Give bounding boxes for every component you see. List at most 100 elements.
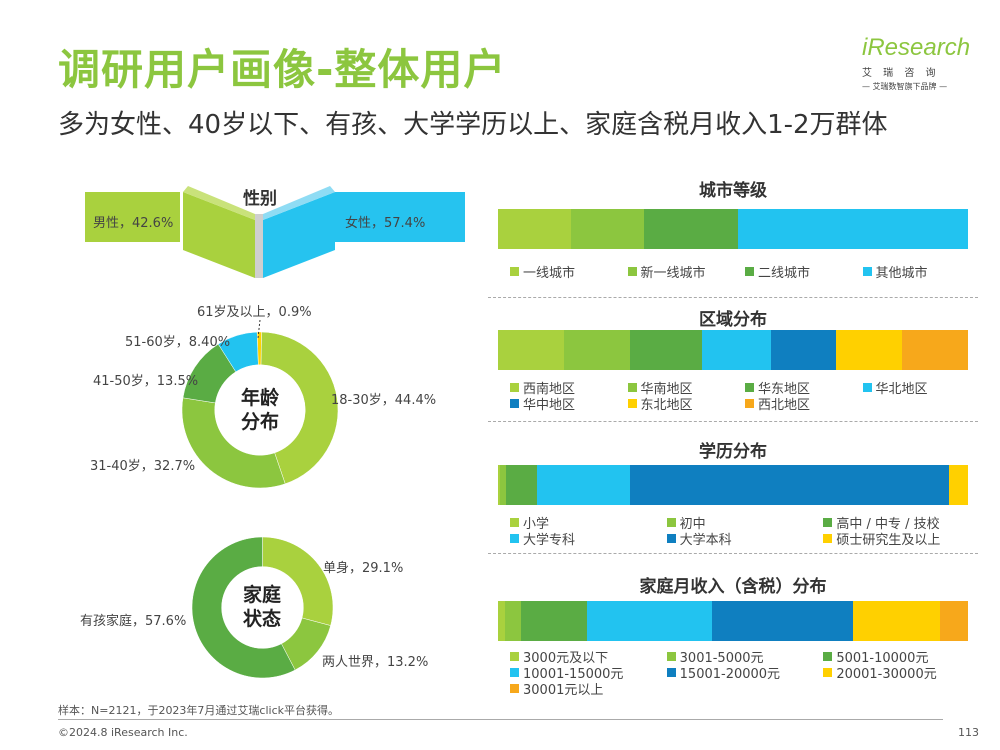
page-number: 113 [958, 726, 979, 739]
edu-legend-swatch [510, 518, 519, 527]
book-right-page [263, 192, 335, 278]
edu-segment-1 [500, 465, 506, 505]
income-legend-swatch [510, 668, 519, 677]
income-legend-label: 10001-15000元 [523, 667, 624, 682]
region-legend-swatch [745, 383, 754, 392]
edu-segment-5 [949, 465, 968, 505]
region-segment-4 [770, 330, 837, 370]
book-left-shadow [183, 186, 255, 220]
city-legend-swatch [862, 267, 872, 276]
edu-legend-item: 初中 [666, 513, 706, 532]
family-center-label: 家庭 状态 [222, 583, 302, 631]
edu-legend-swatch [823, 534, 833, 543]
income-segment-4 [711, 601, 853, 641]
city-legend-item: 新一线城市 [627, 262, 706, 281]
income-segment-5 [852, 601, 940, 641]
region-legend-swatch [510, 399, 519, 408]
edu-segment-2 [505, 465, 538, 505]
region-legend-label: 西南地区 [523, 382, 576, 397]
logo-brand: iResearch [862, 34, 971, 61]
age-slice-0 [260, 331, 339, 485]
gender-male-label: 男性，42.6% [93, 216, 174, 231]
region-legend-item: 西南地区 [510, 378, 575, 397]
city-segment-3 [737, 209, 968, 249]
edu-legend-label: 小学 [523, 517, 550, 532]
city-legend-item: 二线城市 [745, 262, 810, 281]
edu-legend-item: 大学本科 [666, 529, 732, 548]
region-legend-item: 华南地区 [627, 378, 693, 397]
edu-legend-item: 小学 [510, 513, 549, 532]
region-legend-label: 华南地区 [640, 382, 693, 397]
region-legend-label: 东北地区 [640, 398, 693, 413]
edu-legend-label: 初中 [679, 517, 706, 532]
copyright: ©2024.8 iResearch Inc. [58, 726, 188, 739]
book-right-shadow [263, 186, 335, 220]
age-label-18-30: 18-30岁，44.4% [331, 393, 437, 408]
city-legend-swatch [745, 267, 754, 276]
city-legend-label: 二线城市 [758, 266, 811, 281]
edu-segment-0 [498, 465, 501, 505]
region-legend-swatch [510, 383, 519, 392]
divider-1 [488, 297, 978, 298]
gender-female-label: 女性，57.4% [345, 216, 426, 231]
income-bar [498, 601, 968, 641]
income-legend-item: 30001元以上 [510, 679, 603, 698]
city-segment-1 [570, 209, 644, 249]
gender-female-panel [335, 192, 465, 242]
edu-bar [498, 465, 968, 505]
age-center-label: 年龄 分布 [220, 386, 300, 434]
region-segment-2 [629, 330, 703, 370]
edu-legend-swatch [510, 534, 519, 543]
region-legend-swatch [627, 383, 637, 392]
income-segment-2 [521, 601, 588, 641]
city-legend-label: 一线城市 [523, 266, 576, 281]
gender-title: 性别 [243, 189, 277, 209]
region-legend-item: 华东地区 [745, 378, 810, 397]
age-donut-chart [181, 331, 339, 489]
edu-legend-swatch [823, 518, 833, 527]
city-legend-label: 新一线城市 [640, 266, 706, 281]
logo: iResearch 艾 瑞 咨 询 — 艾瑞数智旗下品牌 — [862, 34, 972, 104]
edu-legend-label: 大学本科 [679, 533, 732, 548]
family-center-line1: 家庭 [242, 584, 281, 606]
city-legend-item: 其他城市 [862, 262, 928, 281]
region-legend-label: 华中地区 [523, 398, 576, 413]
income-legend-swatch [823, 652, 833, 661]
city-segment-0 [498, 209, 571, 249]
gender-male-panel [85, 192, 180, 242]
logo-tagline: — 艾瑞数智旗下品牌 — [862, 82, 948, 91]
family-label-couple: 两人世界，13.2% [322, 655, 429, 670]
age-label-61-leader [257, 319, 261, 339]
edu-segment-4 [629, 465, 950, 505]
city-legend-swatch [510, 267, 519, 276]
city-legend-item: 一线城市 [510, 262, 575, 281]
logo-cn: 艾 瑞 咨 询 [862, 68, 940, 79]
age-center-line1: 年龄 [240, 387, 279, 409]
page-subtitle: 多为女性、40岁以下、有孩、大学学历以上、家庭含税月收入1-2万群体 [58, 110, 888, 140]
edu-legend-label: 大学专科 [523, 533, 576, 548]
gender-chart [85, 186, 465, 278]
edu-legend: 小学 初中 高中 / 中专 / 技校大学专科 大学本科 硕士研究生及以上 [498, 513, 968, 549]
family-label-kids: 有孩家庭，57.6% [80, 614, 187, 629]
divider-3 [488, 553, 978, 554]
age-slice-1 [181, 397, 286, 489]
income-legend-item: 15001-20000元 [666, 663, 780, 682]
age-label-41-50: 41-50岁，13.5% [93, 374, 199, 389]
income-legend-label: 5001-10000元 [836, 651, 929, 666]
edu-legend-item: 高中 / 中专 / 技校 [823, 513, 940, 532]
income-legend-label: 20001-30000元 [836, 667, 937, 682]
edu-legend-item: 大学专科 [510, 529, 575, 548]
region-bar [498, 330, 968, 370]
edu-legend-item: 硕士研究生及以上 [823, 529, 940, 548]
edu-segment-3 [537, 465, 630, 505]
income-legend-item: 3000元及以下 [510, 647, 608, 666]
income-legend-label: 3001-5000元 [679, 651, 764, 666]
divider-2 [488, 421, 978, 422]
age-label-31-40: 31-40岁，32.7% [90, 459, 196, 474]
edu-legend-swatch [666, 534, 676, 543]
footer-divider [58, 719, 943, 720]
family-donut-chart [191, 536, 334, 679]
region-segment-0 [498, 330, 564, 370]
income-title: 家庭月收入（含税）分布 [639, 577, 827, 597]
income-legend-swatch [510, 652, 519, 661]
